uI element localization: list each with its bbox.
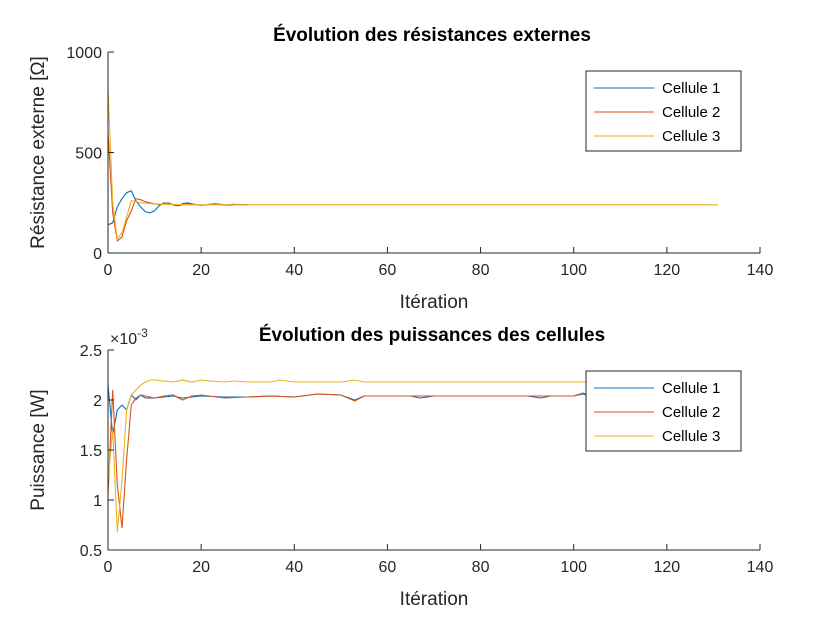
legend-box	[585, 370, 742, 452]
legend: Cellule 1 Cellule 2 Cellule 3	[585, 370, 742, 452]
chart-resistances: 0 20 40 60 80 100 120 140 0 500 1000 Évolution des …	[28, 24, 773, 313]
y-tick-label: 2.5	[80, 343, 102, 360]
chart-title: Évolution des puissances des cellules	[259, 324, 605, 346]
y-tick-label: 1000	[66, 45, 102, 62]
y-tick-label: 0	[93, 246, 102, 263]
series-line-2	[108, 389, 593, 529]
y-tick-label: 500	[75, 146, 102, 163]
y-exponent-base: ×10	[110, 331, 137, 348]
legend-label-2: Cellule 2	[662, 104, 720, 121]
y-axis-label: Puissance [W]	[28, 389, 49, 510]
legend-label-2: Cellule 2	[662, 404, 720, 421]
x-axis-label: Itération	[400, 292, 469, 313]
y-tick-label: 2	[93, 393, 102, 410]
y-exponent-label: ×10-3	[110, 326, 148, 348]
chart-title: Évolution des résistances externes	[273, 24, 591, 46]
x-tick-label: 0	[104, 262, 113, 279]
x-tick-label: 40	[285, 262, 303, 279]
x-axis-label: Itération	[400, 589, 469, 610]
series-line-3	[108, 379, 719, 533]
x-tick-label: 60	[379, 262, 397, 279]
x-tick-label: 140	[747, 262, 774, 279]
y-tick-label: 1.5	[80, 443, 102, 460]
x-tick-label: 80	[472, 262, 490, 279]
legend-label-3: Cellule 3	[662, 428, 720, 445]
legend-label-1: Cellule 1	[662, 80, 720, 97]
legend: Cellule 1 Cellule 2 Cellule 3	[585, 70, 742, 152]
series-line-1	[108, 384, 593, 436]
x-tick-label: 140	[747, 559, 774, 576]
x-tick-label: 0	[104, 559, 113, 576]
series-line-2	[108, 132, 248, 242]
series-line-3	[108, 88, 719, 241]
x-tick-label: 20	[192, 559, 210, 576]
x-tick-label: 60	[379, 559, 397, 576]
legend-box	[585, 70, 742, 152]
x-tick-label: 80	[472, 559, 490, 576]
chart-puissances: 0 20 40 60 80 100 120 140 0.5 1 1.5 2 2.5 ×10-3 Évolut…	[28, 324, 773, 610]
y-tick-label: 0.5	[80, 543, 102, 560]
x-tick-label: 100	[560, 559, 587, 576]
y-axis-label: Résistance externe [Ω]	[28, 56, 49, 249]
x-tick-label: 120	[654, 559, 681, 576]
legend-label-1: Cellule 1	[662, 380, 720, 397]
x-tick-label: 40	[285, 559, 303, 576]
y-exponent-power: -3	[137, 326, 148, 340]
x-tick-label: 120	[654, 262, 681, 279]
x-tick-label: 100	[560, 262, 587, 279]
x-tick-label: 20	[192, 262, 210, 279]
y-tick-label: 1	[93, 493, 102, 510]
legend-label-3: Cellule 3	[662, 128, 720, 145]
